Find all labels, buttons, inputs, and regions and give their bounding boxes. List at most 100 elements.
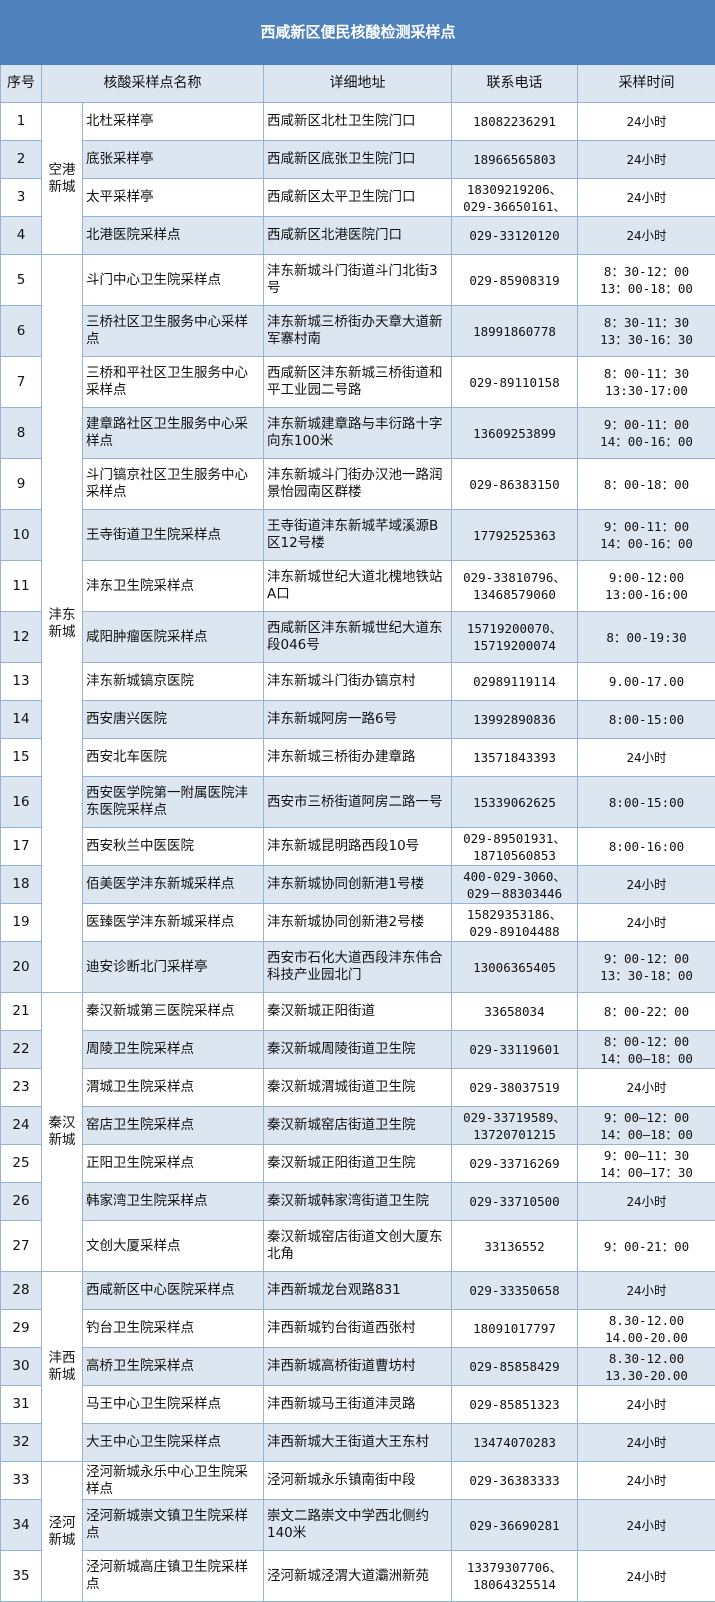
site-address: 西咸新区沣东新城世纪大道东段046号 bbox=[263, 611, 452, 663]
site-name: 沣东新城镐京医院 bbox=[82, 662, 264, 701]
site-name: 西安唐兴医院 bbox=[82, 700, 264, 739]
site-phone: 029-33350658 bbox=[451, 1271, 578, 1310]
site-name: 窑店卫生院采样点 bbox=[82, 1106, 264, 1145]
site-time: 24小时 bbox=[576, 1461, 715, 1500]
site-phone: 029-33119601 bbox=[451, 1030, 578, 1069]
site-name: 钓台卫生院采样点 bbox=[82, 1309, 264, 1348]
site-address: 沣东新城建章路与丰衍路十字向东100米 bbox=[263, 407, 452, 459]
site-phone: 13571843393 bbox=[451, 738, 578, 777]
site-name: 斗门镐京社区卫生服务中心采样点 bbox=[82, 458, 264, 510]
site-name: 西安北车医院 bbox=[82, 738, 264, 777]
site-phone: 029-89501931、 18710560853 bbox=[451, 827, 578, 866]
site-time: 9.00-17.00 bbox=[576, 662, 715, 701]
site-address: 沣东新城三桥街办天章大道新军寨村南 bbox=[263, 305, 452, 357]
row-seq: 1 bbox=[0, 102, 42, 141]
row-seq: 20 bbox=[0, 941, 42, 993]
site-time: 8：00-22：00 bbox=[576, 992, 715, 1031]
site-time: 24小时 bbox=[576, 216, 715, 255]
site-name: 泾河新城高庄镇卫生院采样点 bbox=[82, 1550, 264, 1602]
row-seq: 16 bbox=[0, 776, 42, 828]
district-cell: 秦汉 新城 bbox=[41, 992, 83, 1272]
site-address: 沣东新城斗门街办镐京村 bbox=[263, 662, 452, 701]
table-row: 1 空港 新城 北杜采样亭 西咸新区北杜卫生院门口 18082236291 24小时 bbox=[0, 102, 715, 255]
site-phone: 13379307706、 18064325514 bbox=[451, 1550, 578, 1602]
site-name: 王寺街道卫生院采样点 bbox=[82, 509, 264, 561]
row-seq: 10 bbox=[0, 509, 42, 561]
site-phone: 029-86383150 bbox=[451, 458, 578, 510]
site-address: 沣西新城钓台街道西张村 bbox=[263, 1309, 452, 1348]
header-time: 采样时间 bbox=[576, 64, 715, 103]
table-row: 35 泾河新城高庄镇卫生院采样点 泾河新城泾渭大道灞洲新苑 13379307706、 … bbox=[0, 1550, 715, 1602]
row-seq: 26 bbox=[0, 1182, 42, 1221]
site-time: 24小时 bbox=[576, 102, 715, 141]
site-phone: 029-33719589、 13720701215 bbox=[451, 1106, 578, 1145]
site-phone: 15829353186、 029-89104488 bbox=[451, 903, 578, 942]
table-row: 16 西安医学院第一附属医院沣东医院采样点 西安市三桥街道阿房二路一号 1533906… bbox=[0, 776, 715, 828]
site-phone: 029-38037519 bbox=[451, 1068, 578, 1107]
row-seq: 13 bbox=[0, 662, 42, 701]
site-address: 西咸新区底张卫生院门口 bbox=[263, 140, 452, 179]
row-seq: 14 bbox=[0, 700, 42, 739]
site-name: 佰美医学沣东新城采样点 bbox=[82, 865, 264, 904]
site-address: 西安市三桥街道阿房二路一号 bbox=[263, 776, 452, 828]
table-row: 9 斗门镐京社区卫生服务中心采样点 沣东新城斗门街办汉池一路润景怡园南区群楼 029-… bbox=[0, 458, 715, 510]
site-phone: 18991860778 bbox=[451, 305, 578, 357]
site-name: 太平采样亭 bbox=[82, 178, 264, 217]
table-row: 7 三桥和平社区卫生服务中心采样点 西咸新区沣东新城三桥街道和平工业园二号路 029-… bbox=[0, 356, 715, 408]
header-seq: 序号 bbox=[0, 64, 42, 103]
row-seq: 2 bbox=[0, 140, 42, 179]
site-time: 24小时 bbox=[576, 1499, 715, 1551]
title-row: 西咸新区便民核酸检测采样点 bbox=[0, 0, 715, 65]
table-row: 2 底张采样亭 西咸新区底张卫生院门口 18966565803 24小时 bbox=[0, 140, 715, 179]
table-row: 30 高桥卫生院采样点 沣西新城高桥街道曹坊村 029-85858429 8.30-12… bbox=[0, 1347, 715, 1386]
site-phone: 13609253899 bbox=[451, 407, 578, 459]
site-time: 8.30-12.00 13.30-20.00 bbox=[576, 1347, 715, 1386]
row-seq: 12 bbox=[0, 611, 42, 663]
site-time: 9：00-12：00 13：30-18：00 bbox=[576, 941, 715, 993]
site-address: 秦汉新城周陵街道卫生院 bbox=[263, 1030, 452, 1069]
site-name: 斗门中心卫生院采样点 bbox=[82, 254, 264, 306]
site-address: 秦汉新城渭城街道卫生院 bbox=[263, 1068, 452, 1107]
site-name: 迪安诊断北门采样亭 bbox=[82, 941, 264, 993]
site-name: 泾河新城永乐中心卫生院采样点 bbox=[82, 1461, 264, 1500]
site-time: 24小时 bbox=[576, 140, 715, 179]
site-time: 24小时 bbox=[576, 1423, 715, 1462]
site-time: 8：30-11：30 13：30-16：30 bbox=[576, 305, 715, 357]
site-phone: 029-85858429 bbox=[451, 1347, 578, 1386]
site-time: 8:00-16:00 bbox=[576, 827, 715, 866]
site-address: 沣西新城大王街道大王东村 bbox=[263, 1423, 452, 1462]
site-name: 大王中心卫生院采样点 bbox=[82, 1423, 264, 1462]
row-seq: 18 bbox=[0, 865, 42, 904]
site-name: 马王中心卫生院采样点 bbox=[82, 1385, 264, 1424]
site-name: 文创大厦采样点 bbox=[82, 1220, 264, 1272]
row-seq: 15 bbox=[0, 738, 42, 777]
site-time: 9：00-11：00 14：00-16：00 bbox=[576, 509, 715, 561]
row-seq: 9 bbox=[0, 458, 42, 510]
site-address: 西安市石化大道西段沣东伟合科技产业园北门 bbox=[263, 941, 452, 993]
site-address: 西咸新区太平卫生院门口 bbox=[263, 178, 452, 217]
row-seq: 32 bbox=[0, 1423, 42, 1462]
site-name: 西安秋兰中医医院 bbox=[82, 827, 264, 866]
site-name: 秦汉新城第三医院采样点 bbox=[82, 992, 264, 1031]
table-row: 4 北港医院采样点 西咸新区北港医院门口 029-33120120 24小时 bbox=[0, 216, 715, 255]
site-phone: 029-36690281 bbox=[451, 1499, 578, 1551]
site-name: 三桥和平社区卫生服务中心采样点 bbox=[82, 356, 264, 408]
site-name: 正阳卫生院采样点 bbox=[82, 1144, 264, 1183]
site-time: 9：00—12：00 14：00—18：00 bbox=[576, 1106, 715, 1145]
site-time: 8：00-18：00 bbox=[576, 458, 715, 510]
row-seq: 11 bbox=[0, 560, 42, 612]
site-time: 24小时 bbox=[576, 1068, 715, 1107]
site-address: 沣西新城龙台观路831 bbox=[263, 1271, 452, 1310]
row-seq: 29 bbox=[0, 1309, 42, 1348]
row-seq: 25 bbox=[0, 1144, 42, 1183]
site-name: 渭城卫生院采样点 bbox=[82, 1068, 264, 1107]
site-name: 泾河新城崇文镇卫生院采样点 bbox=[82, 1499, 264, 1551]
site-name: 建章路社区卫生服务中心采样点 bbox=[82, 407, 264, 459]
table-row: 18 佰美医学沣东新城采样点 沣东新城协同创新港1号楼 400-029-3060、 0… bbox=[0, 865, 715, 904]
site-address: 西咸新区北杜卫生院门口 bbox=[263, 102, 452, 141]
row-seq: 34 bbox=[0, 1499, 42, 1551]
site-name: 三桥社区卫生服务中心采样点 bbox=[82, 305, 264, 357]
table-row: 11 沣东卫生院采样点 沣东新城世纪大道北槐地铁站A口 029-33810796、 1… bbox=[0, 560, 715, 612]
site-address: 沣西新城高桥街道曹坊村 bbox=[263, 1347, 452, 1386]
site-time: 9:00-12:00 13:00-16:00 bbox=[576, 560, 715, 612]
